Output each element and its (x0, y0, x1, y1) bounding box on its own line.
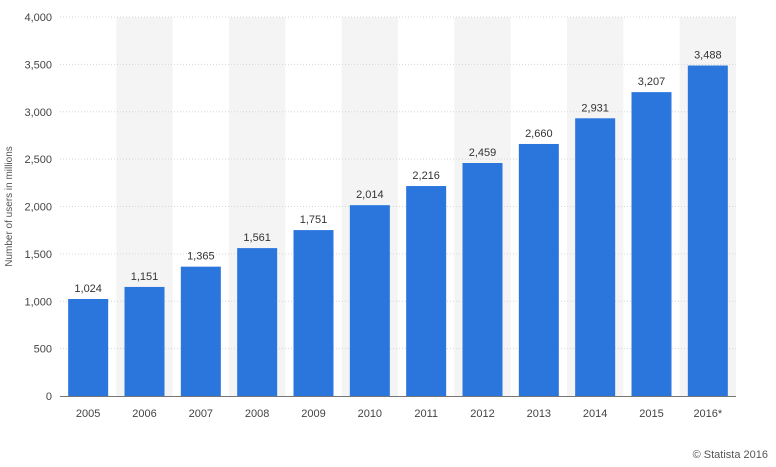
data-label: 2,014 (356, 189, 384, 201)
y-tick-label: 1,000 (24, 296, 52, 308)
x-tick-label: 2008 (245, 408, 269, 420)
bar (68, 298, 109, 396)
bar (462, 163, 503, 396)
x-tick-label: 2013 (527, 408, 551, 420)
data-label: 2,216 (412, 170, 440, 182)
data-label: 1,365 (187, 251, 215, 263)
bar (293, 230, 334, 396)
y-tick-label: 3,500 (24, 59, 52, 71)
bar (237, 248, 278, 396)
y-tick-label: 4,000 (24, 12, 52, 24)
bar (349, 205, 390, 396)
bar (406, 186, 447, 396)
y-axis-ticks: 0 500 1,000 1,500 2,000 2,500 3,000 3,500 4,000 (24, 12, 52, 403)
y-tick-label: 500 (34, 344, 52, 356)
y-tick-label: 0 (46, 391, 52, 403)
y-tick-label: 2,500 (24, 154, 52, 166)
y-axis-label: Number of users in millions (4, 146, 15, 267)
bar (124, 286, 165, 396)
data-label: 2,660 (525, 128, 553, 140)
y-tick-label: 2,000 (24, 202, 52, 214)
y-tick-label: 1,500 (24, 249, 52, 261)
x-tick-label: 2014 (583, 408, 607, 420)
y-tick-label: 3,000 (24, 107, 52, 119)
x-tick-label: 2016* (693, 408, 722, 420)
x-tick-label: 2010 (358, 408, 382, 420)
bar (575, 118, 616, 396)
bars (68, 65, 728, 397)
data-labels: 1,024 1,151 1,365 1,561 1,751 2,014 2,216 2,459… (74, 50, 721, 295)
data-label: 2,459 (469, 147, 497, 159)
data-label: 1,024 (74, 283, 102, 295)
data-label: 2,931 (581, 102, 609, 114)
data-label: 1,751 (300, 214, 328, 226)
bar (180, 266, 221, 396)
data-label: 3,207 (638, 76, 666, 88)
x-tick-label: 2006 (132, 408, 156, 420)
x-tick-label: 2012 (470, 408, 494, 420)
data-label: 1,151 (131, 271, 159, 283)
x-tick-label: 2011 (414, 408, 438, 420)
data-label: 3,488 (694, 50, 722, 62)
x-tick-label: 2005 (76, 408, 100, 420)
x-tick-label: 2015 (639, 408, 663, 420)
source-credit: © Statista 2016 (692, 449, 768, 461)
x-tick-label: 2007 (189, 408, 213, 420)
x-axis-ticks: 2005 2006 2007 2008 2009 2010 2011 2012 2013 2014… (76, 408, 723, 420)
x-tick-label: 2009 (301, 408, 325, 420)
bar (631, 92, 672, 396)
bar (687, 65, 728, 397)
data-label: 1,561 (243, 232, 271, 244)
bar (518, 143, 559, 396)
